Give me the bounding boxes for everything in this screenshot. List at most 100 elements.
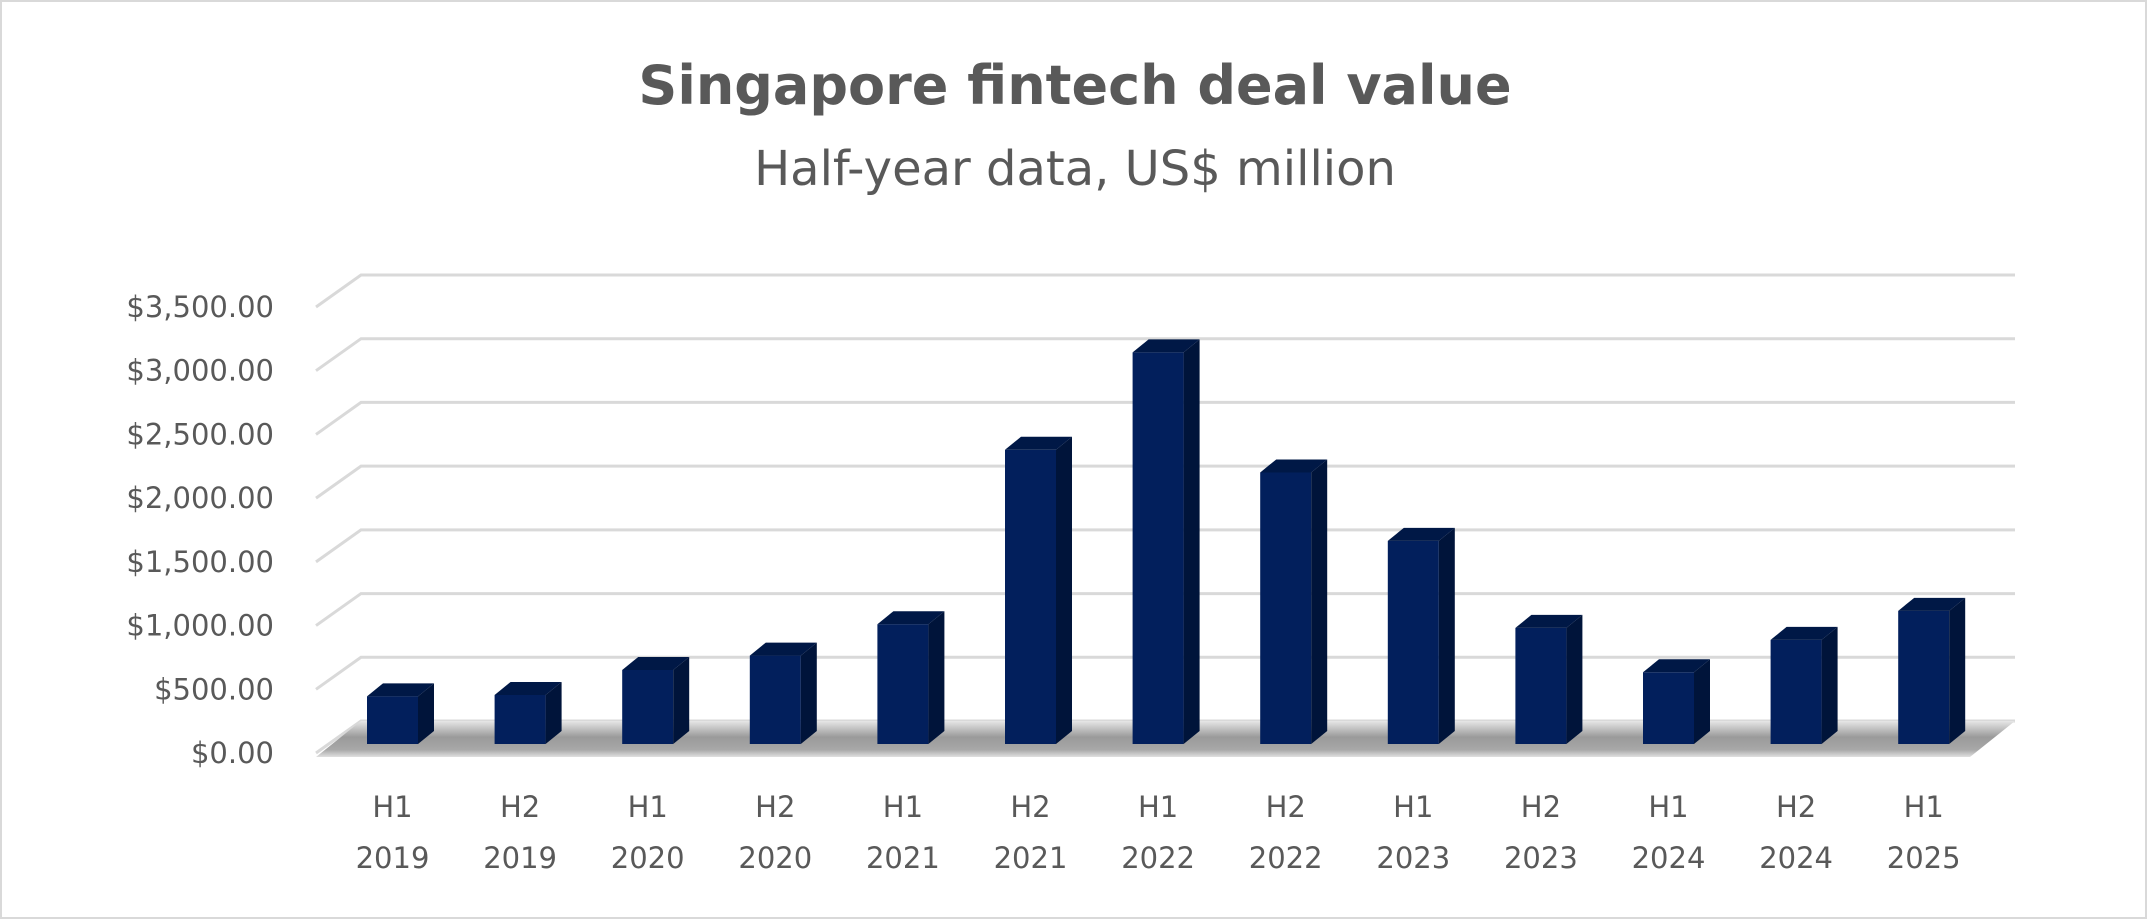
bar: [1515, 614, 1583, 744]
x-tick-label: 2020: [611, 841, 685, 875]
x-tick-label: 2023: [1376, 841, 1450, 875]
bar-top: [622, 656, 690, 670]
bar-top: [749, 642, 817, 656]
bar-front: [1005, 449, 1056, 744]
bars: [367, 339, 1966, 744]
bar-top: [1387, 527, 1455, 541]
bar-front: [877, 624, 929, 744]
x-tick-label: 2021: [866, 841, 940, 875]
bar-top: [1898, 597, 1966, 611]
chart-subtitle: Half-year data, US$ million: [754, 141, 1396, 197]
x-tick-label: H1: [1138, 790, 1178, 824]
x-tick-label: H1: [1904, 790, 1944, 824]
bar: [1005, 436, 1072, 744]
bar-front: [1770, 639, 1822, 744]
bar: [367, 683, 434, 744]
bar-front: [749, 655, 801, 744]
bar-top: [1515, 614, 1583, 628]
x-tick-label: H1: [628, 790, 668, 824]
y-tick-label: $2,000.00: [126, 481, 274, 515]
x-tick-label: 2024: [1759, 841, 1833, 875]
gridline: [315, 464, 2015, 500]
bar-front: [494, 694, 546, 744]
x-tick-label: 2019: [356, 841, 430, 875]
x-tick-label: H2: [755, 790, 795, 824]
y-tick-label: $1,500.00: [126, 545, 274, 579]
x-tick-label: H1: [883, 790, 923, 824]
bar-side: [1821, 626, 1838, 744]
bar-front: [622, 669, 674, 744]
bar-side: [418, 683, 434, 744]
bar-top: [1005, 436, 1072, 450]
x-tick-label: 2019: [483, 841, 557, 875]
bar-top: [1260, 459, 1328, 473]
x-tick-label: 2021: [994, 841, 1068, 875]
chart-title: Singapore fintech deal value: [638, 54, 1511, 117]
x-tick-label: H1: [1393, 790, 1433, 824]
gridline: [315, 400, 2015, 436]
bar: [877, 611, 945, 744]
gridlines: [315, 273, 2015, 755]
bar-side: [1183, 339, 1200, 744]
x-tick-label: 2022: [1121, 841, 1195, 875]
bar-side: [1438, 527, 1455, 744]
x-tick-label: H2: [1010, 790, 1050, 824]
x-tick-label: H1: [1648, 790, 1688, 824]
bar-side: [800, 642, 817, 744]
bar-side: [1056, 436, 1072, 744]
x-tick-label: 2023: [1504, 841, 1578, 875]
bar-side: [1566, 614, 1583, 744]
bar: [1132, 339, 1200, 744]
x-tick-label: 2022: [1249, 841, 1323, 875]
bar: [1387, 527, 1455, 744]
x-tick-label: 2024: [1632, 841, 1706, 875]
bar-top: [877, 611, 945, 625]
y-axis: $0.00 $500.00 $1,000.00 $1,500.00 $2,000.00 $…: [126, 290, 274, 770]
x-tick-label: 2020: [738, 841, 812, 875]
bar-side: [1311, 459, 1328, 744]
bar-top: [1643, 659, 1710, 673]
x-tick-label: H2: [1521, 790, 1561, 824]
gridline: [315, 655, 2015, 691]
bar-front: [1643, 672, 1694, 744]
bar: [1898, 597, 1966, 744]
bar-side: [1694, 659, 1710, 744]
y-tick-label: $500.00: [154, 672, 274, 706]
gridline: [315, 592, 2015, 627]
bar-front: [367, 696, 418, 744]
bar: [1643, 659, 1710, 744]
bar-side: [1949, 597, 1966, 744]
bar: [1770, 626, 1838, 744]
bar-side: [928, 611, 945, 744]
bar-side: [673, 656, 690, 744]
bar-top: [1132, 339, 1200, 353]
y-tick-label: $1,000.00: [126, 609, 274, 643]
bar-front: [1260, 472, 1312, 744]
bar-side: [545, 681, 562, 744]
bar: [494, 681, 562, 744]
bar-front: [1515, 627, 1567, 744]
x-axis: H1 2019 H2 2019 H1 2020 H2 2020 H1 2021 H2 2021 H1 20…: [356, 790, 1961, 875]
y-tick-label: $3,500.00: [126, 290, 274, 324]
y-tick-label: $2,500.00: [126, 417, 274, 451]
bar: [749, 642, 817, 744]
y-tick-label: $3,000.00: [126, 354, 274, 388]
bar-front: [1387, 540, 1439, 744]
bar-top: [1770, 626, 1838, 640]
bar: [1260, 459, 1328, 744]
gridline: [315, 337, 2015, 372]
y-tick-label: $0.00: [191, 736, 274, 770]
bar-front: [1898, 610, 1950, 744]
x-tick-label: H2: [1776, 790, 1816, 824]
bar-front: [1132, 352, 1184, 744]
gridline: [315, 528, 2015, 564]
bar-top: [494, 681, 562, 695]
x-tick-label: H2: [500, 790, 540, 824]
x-tick-label: H2: [1266, 790, 1306, 824]
bar-top: [367, 683, 434, 697]
x-tick-label: 2025: [1887, 841, 1961, 875]
gridline: [315, 273, 2015, 309]
bar: [622, 656, 690, 744]
